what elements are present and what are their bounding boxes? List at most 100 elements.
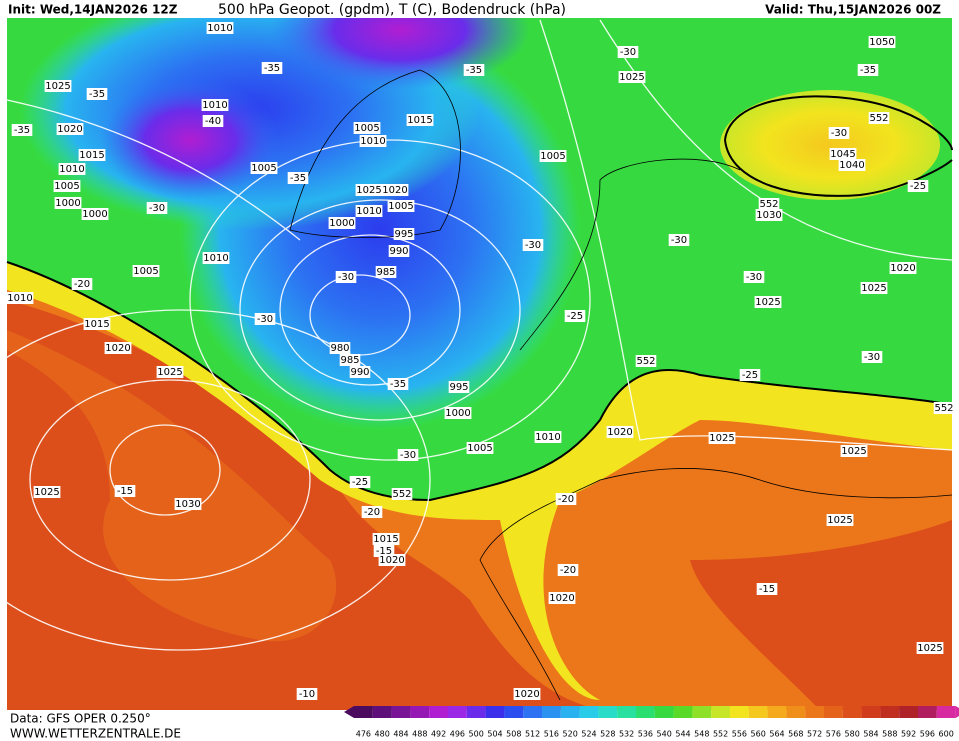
- label-bg: [114, 485, 136, 497]
- legend-label: 524: [581, 730, 596, 739]
- contour-label: 1020: [382, 185, 407, 196]
- contour-label: 1025: [709, 433, 734, 444]
- label-bg: [359, 135, 387, 147]
- contour-label: -20: [560, 565, 576, 576]
- legend-arrow-right: [955, 706, 959, 718]
- label-bg: [250, 162, 278, 174]
- label-bg: [355, 184, 383, 196]
- contour-label: 1020: [549, 593, 574, 604]
- label-bg: [466, 442, 494, 454]
- contour-label: 995: [394, 229, 413, 240]
- legend-swatch: [636, 706, 655, 718]
- label-bg: [564, 310, 586, 322]
- contour-label: 1005: [354, 123, 379, 134]
- legend-label: 540: [657, 730, 672, 739]
- legend-label: 528: [600, 730, 615, 739]
- label-bg: [287, 172, 309, 184]
- legend-label: 476: [356, 730, 371, 739]
- legend-label: 560: [751, 730, 766, 739]
- label-bg: [44, 80, 72, 92]
- label-bg: [78, 149, 106, 161]
- legend-swatch: [579, 706, 599, 718]
- contour-label: -35: [14, 125, 30, 136]
- legend-label: 488: [412, 730, 427, 739]
- legend-swatch: [842, 706, 862, 718]
- legend-swatch: [899, 706, 918, 718]
- legend-label: 480: [375, 730, 390, 739]
- contour-label: -30: [864, 352, 880, 363]
- legend-label: 520: [563, 730, 578, 739]
- contour-label: -30: [257, 314, 273, 325]
- contour-label: 1025: [917, 643, 942, 654]
- label-bg: [339, 354, 361, 366]
- label-bg: [618, 71, 646, 83]
- label-bg: [381, 184, 409, 196]
- contour-label: 985: [340, 355, 359, 366]
- label-bg: [355, 205, 383, 217]
- contour-label: 1005: [540, 151, 565, 162]
- contour-label: 1050: [869, 37, 894, 48]
- contour-label: -20: [364, 507, 380, 518]
- contour-label: -35: [390, 379, 406, 390]
- legend-swatch: [767, 706, 787, 718]
- label-bg: [375, 266, 397, 278]
- contour-label: -25: [742, 370, 758, 381]
- orange-band-dark: [7, 330, 337, 642]
- label-bg: [522, 239, 544, 251]
- map-labels: 10101025-351020-3510151010100510001000-3…: [6, 22, 955, 700]
- contour-label: 1010: [59, 164, 84, 175]
- label-bg: [372, 533, 400, 545]
- header-bar: [0, 0, 959, 18]
- contour-label: 1000: [445, 408, 470, 419]
- contour-label: 995: [449, 382, 468, 393]
- contour-label: 1020: [57, 124, 82, 135]
- legend-swatch: [391, 706, 411, 718]
- contour-label: -35: [89, 89, 105, 100]
- contour-552: [6, 261, 953, 502]
- contour-label: 552: [636, 356, 655, 367]
- init-time: Init: Wed,14JAN2026 12Z: [8, 3, 178, 17]
- contour-label: 1025: [861, 283, 886, 294]
- label-bg: [668, 234, 690, 246]
- contour-label: 1010: [535, 432, 560, 443]
- legend-swatch: [485, 706, 505, 718]
- contour-label: 1030: [175, 499, 200, 510]
- label-bg: [6, 292, 34, 304]
- contour-label: -30: [620, 47, 636, 58]
- label-bg: [388, 245, 410, 257]
- contour-label: 990: [350, 367, 369, 378]
- label-bg: [826, 514, 854, 526]
- contour-label: -30: [671, 235, 687, 246]
- legend-swatch: [673, 706, 693, 718]
- label-bg: [907, 180, 929, 192]
- legend-label: 576: [826, 730, 841, 739]
- label-bg: [617, 46, 639, 58]
- contour-label: -30: [149, 203, 165, 214]
- label-bg: [857, 64, 879, 76]
- contour-label: -35: [466, 65, 482, 76]
- legend-swatch: [410, 706, 430, 718]
- legend-swatch: [861, 706, 881, 718]
- contour-label: -30: [831, 128, 847, 139]
- contour-label: 980: [330, 343, 349, 354]
- legend-label: 516: [544, 730, 559, 739]
- legend-label: 580: [845, 730, 860, 739]
- legend-label: 496: [450, 730, 465, 739]
- legend-label: 548: [694, 730, 709, 739]
- legend-swatch: [560, 706, 580, 718]
- label-bg: [53, 180, 81, 192]
- label-bg: [534, 431, 562, 443]
- contour-label: 1015: [84, 319, 109, 330]
- valid-time: Valid: Thu,15JAN2026 00Z: [765, 3, 941, 17]
- label-bg: [104, 342, 132, 354]
- legend-swatch: [429, 706, 448, 718]
- color-legend: 476 480 484 488 492 496 500 504 508 512 516 520 524 5…: [344, 706, 959, 739]
- legend-swatch: [372, 706, 392, 718]
- legend-label: 544: [675, 730, 690, 739]
- contour-label: -15: [759, 584, 775, 595]
- legend-label: 568: [788, 730, 803, 739]
- contour-label: 1005: [251, 163, 276, 174]
- label-bg: [406, 114, 434, 126]
- contour-label: -30: [338, 272, 354, 283]
- contour-label: 1020: [514, 689, 539, 700]
